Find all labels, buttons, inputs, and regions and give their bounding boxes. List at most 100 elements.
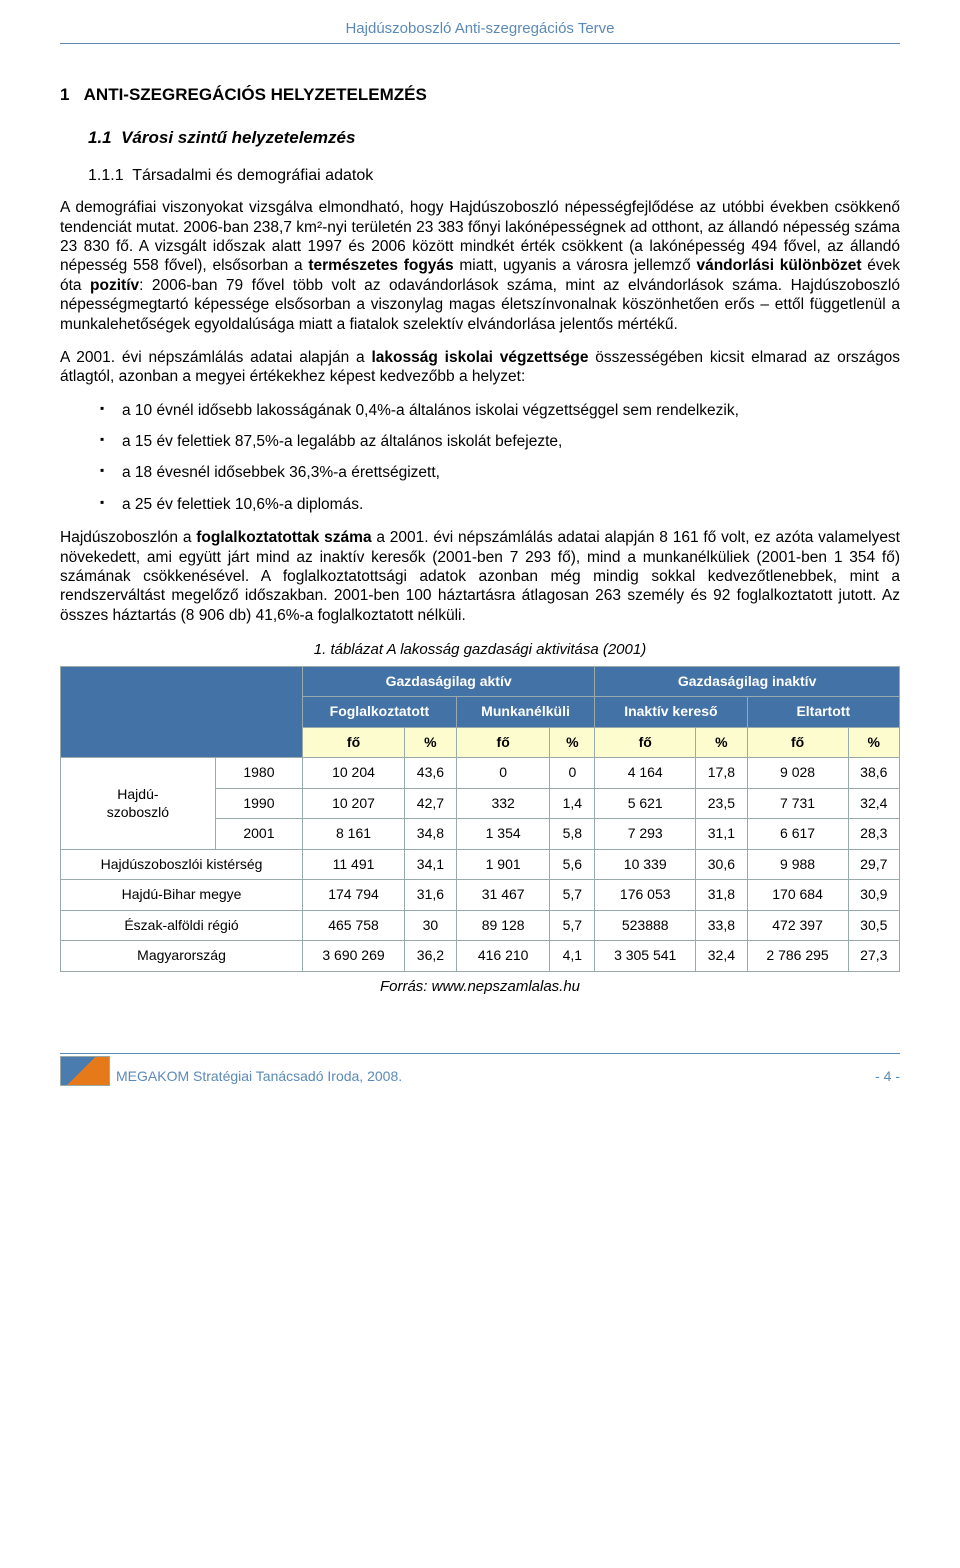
data-cell: 0	[550, 758, 595, 789]
page-number: - 4 -	[875, 1068, 900, 1086]
unit-person: fő	[456, 727, 550, 758]
section-number: 1	[60, 85, 69, 104]
data-cell: 30,9	[848, 880, 899, 911]
list-item: a 15 év felettiek 87,5%-a legalább az ál…	[100, 432, 900, 451]
section-title: ANTI-SZEGREGÁCIÓS HELYZETELEMZÉS	[84, 85, 427, 104]
data-cell: 32,4	[848, 788, 899, 819]
data-cell: 89 128	[456, 910, 550, 941]
data-cell: 7 731	[747, 788, 848, 819]
col-group-inactive: Gazdaságilag inaktív	[595, 666, 900, 697]
col-dependent: Eltartott	[747, 697, 899, 728]
footer-left: MEGAKOM Stratégiai Tanácsadó Iroda, 2008…	[60, 1056, 402, 1086]
row-label: Észak-alföldi régió	[61, 910, 303, 941]
subsection-title: Városi szintű helyzetelemzés	[121, 128, 355, 147]
running-header: Hajdúszoboszló Anti-szegregációs Terve	[60, 20, 900, 44]
data-cell: 9 028	[747, 758, 848, 789]
table-body: Hajdú- szoboszló198010 20443,6004 16417,…	[61, 758, 900, 972]
table-row: Észak-alföldi régió465 7583089 1285,7523…	[61, 910, 900, 941]
data-cell: 332	[456, 788, 550, 819]
unit-pct: %	[550, 727, 595, 758]
subsection-number: 1.1	[88, 128, 112, 147]
col-inactive-earner: Inaktív kereső	[595, 697, 747, 728]
data-cell: 523888	[595, 910, 696, 941]
data-table: Gazdaságilag aktív Gazdaságilag inaktív …	[60, 666, 900, 972]
data-cell: 1 354	[456, 819, 550, 850]
data-cell: 5,8	[550, 819, 595, 850]
data-cell: 32,4	[696, 941, 747, 972]
row-label: Hajdú- szoboszló	[61, 758, 216, 850]
footer-org: MEGAKOM Stratégiai Tanácsadó Iroda, 2008…	[116, 1068, 402, 1086]
data-cell: 31,8	[696, 880, 747, 911]
row-label: Hajdúszoboszlói kistérség	[61, 849, 303, 880]
data-cell: 34,1	[404, 849, 456, 880]
data-cell: 5,6	[550, 849, 595, 880]
data-cell: 33,8	[696, 910, 747, 941]
data-cell: 31 467	[456, 880, 550, 911]
page-footer: MEGAKOM Stratégiai Tanácsadó Iroda, 2008…	[60, 1053, 900, 1086]
data-cell: 5 621	[595, 788, 696, 819]
subsubsection-heading: 1.1.1 Társadalmi és demográfiai adatok	[88, 166, 900, 186]
data-cell: 42,7	[404, 788, 456, 819]
table-row: Hajdú-Bihar megye174 79431,631 4675,7176…	[61, 880, 900, 911]
table-row: Magyarország3 690 26936,2416 2104,13 305…	[61, 941, 900, 972]
data-cell: 43,6	[404, 758, 456, 789]
data-cell: 10 204	[303, 758, 405, 789]
data-cell: 1 901	[456, 849, 550, 880]
table-row: Hajdú- szoboszló198010 20443,6004 16417,…	[61, 758, 900, 789]
data-cell: 29,7	[848, 849, 899, 880]
paragraph-1: A demográfiai viszonyokat vizsgálva elmo…	[60, 198, 900, 334]
data-cell: 6 617	[747, 819, 848, 850]
col-group-active: Gazdaságilag aktív	[303, 666, 595, 697]
data-cell: 5,7	[550, 910, 595, 941]
data-cell: 416 210	[456, 941, 550, 972]
paragraph-3: Hajdúszoboszlón a foglalkoztatottak szám…	[60, 528, 900, 625]
unit-person: fő	[303, 727, 405, 758]
data-cell: 5,7	[550, 880, 595, 911]
data-cell: 170 684	[747, 880, 848, 911]
data-cell: 31,6	[404, 880, 456, 911]
bullet-list: a 10 évnél idősebb lakosságának 0,4%-a á…	[100, 401, 900, 515]
col-unemployed: Munkanélküli	[456, 697, 594, 728]
table-row: Hajdúszoboszlói kistérség11 49134,11 901…	[61, 849, 900, 880]
data-cell: 9 988	[747, 849, 848, 880]
data-cell: 30,6	[696, 849, 747, 880]
subsubsection-title: Társadalmi és demográfiai adatok	[132, 167, 373, 184]
data-cell: 17,8	[696, 758, 747, 789]
unit-person: fő	[747, 727, 848, 758]
table-corner	[61, 666, 303, 758]
subsubsection-number: 1.1.1	[88, 167, 124, 184]
logo-icon	[60, 1056, 110, 1086]
list-item: a 10 évnél idősebb lakosságának 0,4%-a á…	[100, 401, 900, 420]
table-caption: 1. táblázat A lakosság gazdasági aktivit…	[60, 641, 900, 660]
data-cell: 465 758	[303, 910, 405, 941]
data-cell: 7 293	[595, 819, 696, 850]
data-cell: 3 305 541	[595, 941, 696, 972]
data-cell: 176 053	[595, 880, 696, 911]
data-cell: 34,8	[404, 819, 456, 850]
col-employed: Foglalkoztatott	[303, 697, 457, 728]
unit-person: fő	[595, 727, 696, 758]
data-cell: 38,6	[848, 758, 899, 789]
row-label: Hajdú-Bihar megye	[61, 880, 303, 911]
data-cell: 23,5	[696, 788, 747, 819]
data-cell: 36,2	[404, 941, 456, 972]
row-label: Magyarország	[61, 941, 303, 972]
data-cell: 2 786 295	[747, 941, 848, 972]
data-cell: 472 397	[747, 910, 848, 941]
year-cell: 1980	[215, 758, 302, 789]
data-cell: 10 339	[595, 849, 696, 880]
data-cell: 31,1	[696, 819, 747, 850]
list-item: a 25 év felettiek 10,6%-a diplomás.	[100, 495, 900, 514]
data-cell: 30,5	[848, 910, 899, 941]
data-cell: 30	[404, 910, 456, 941]
data-cell: 3 690 269	[303, 941, 405, 972]
data-cell: 10 207	[303, 788, 405, 819]
data-cell: 28,3	[848, 819, 899, 850]
paragraph-2: A 2001. évi népszámlálás adatai alapján …	[60, 348, 900, 387]
data-cell: 0	[456, 758, 550, 789]
table-source: Forrás: www.nepszamlalas.hu	[60, 978, 900, 997]
subsection-heading: 1.1 Városi szintű helyzetelemzés	[88, 127, 900, 148]
data-cell: 27,3	[848, 941, 899, 972]
data-cell: 4,1	[550, 941, 595, 972]
data-cell: 4 164	[595, 758, 696, 789]
